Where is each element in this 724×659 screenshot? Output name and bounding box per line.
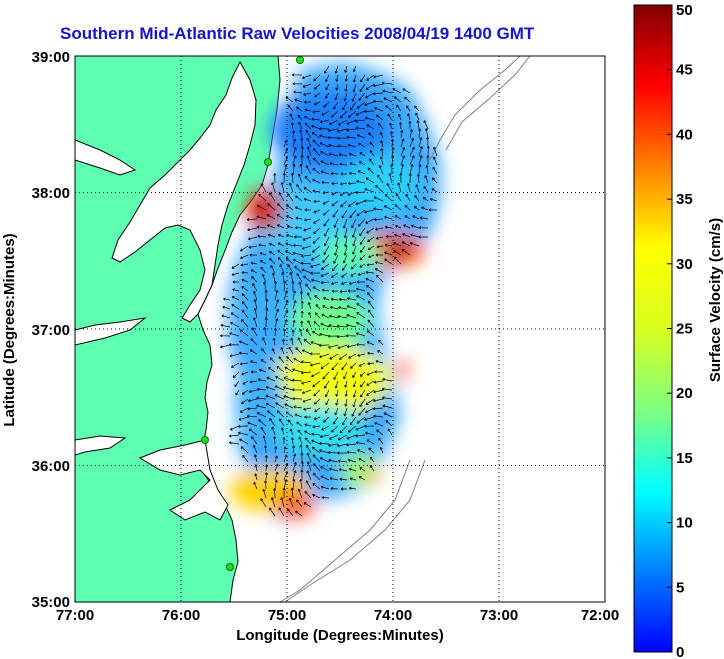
velocity-arrows	[219, 65, 438, 517]
velocity-blob	[270, 345, 390, 415]
y-tick-label: 36:00	[32, 458, 70, 475]
river-inlet	[75, 317, 147, 346]
x-tick-label: 76:00	[162, 607, 200, 624]
x-tick-label: 72:00	[581, 607, 619, 624]
colorbar-tick-label: 15	[676, 450, 693, 467]
velocity-blob	[365, 469, 379, 481]
velocity-blob	[275, 491, 315, 519]
y-tick-label: 37:00	[32, 322, 70, 339]
x-tick-label: 74:00	[374, 607, 412, 624]
station-marker	[226, 563, 234, 571]
y-axis: 39:00 38:00 37:00 36:00 35:00 Latitude (…	[1, 49, 70, 611]
station-marker	[201, 436, 209, 444]
y-tick-label: 39:00	[32, 49, 70, 66]
y-tick-label: 35:00	[32, 594, 70, 611]
colorbar-tick-label: 45	[676, 62, 693, 79]
x-axis: 77:00 76:00 75:00 74:00 73:00 72:00 Long…	[56, 607, 619, 644]
bathymetry-contours	[279, 56, 531, 602]
radar-stations	[201, 56, 304, 571]
station-marker	[264, 158, 272, 166]
colorbar-tick-label: 5	[676, 579, 684, 596]
colorbar-tick-label: 50	[676, 2, 693, 19]
velocity-blob	[396, 360, 408, 380]
x-tick-label: 77:00	[56, 607, 94, 624]
colorbar-gradient	[633, 4, 673, 653]
x-tick-label: 75:00	[268, 607, 306, 624]
colorbar-tick-label: 35	[676, 191, 693, 208]
colorbar-tick-label: 10	[676, 515, 693, 532]
colorbar-tick-label: 0	[676, 644, 684, 659]
arrow-glyphs	[219, 65, 438, 517]
velocity-blob	[275, 405, 365, 455]
colorbar-tick-label: 30	[676, 256, 693, 273]
colorbar-tick-label: 20	[676, 385, 693, 402]
colorbar-tick-label: 25	[676, 321, 693, 338]
river-inlet	[75, 435, 127, 456]
sound-water	[138, 439, 229, 521]
y-tick-label: 38:00	[32, 185, 70, 202]
velocity-blob	[382, 240, 414, 260]
river-inlet	[75, 139, 137, 176]
plot-title: Southern Mid-Atlantic Raw Velocities 200…	[60, 24, 535, 43]
colorbar-label: Surface Velocity (cm/s)	[707, 218, 724, 382]
colorbar-tick-label: 40	[676, 126, 693, 143]
y-axis-label: Latitude (Degrees:Minutes)	[1, 233, 18, 426]
velocity-blob	[235, 265, 305, 335]
x-axis-label: Longitude (Degrees:Minutes)	[236, 627, 444, 644]
x-tick-label: 73:00	[480, 607, 518, 624]
grid-lines	[75, 56, 605, 602]
station-marker	[296, 56, 304, 64]
